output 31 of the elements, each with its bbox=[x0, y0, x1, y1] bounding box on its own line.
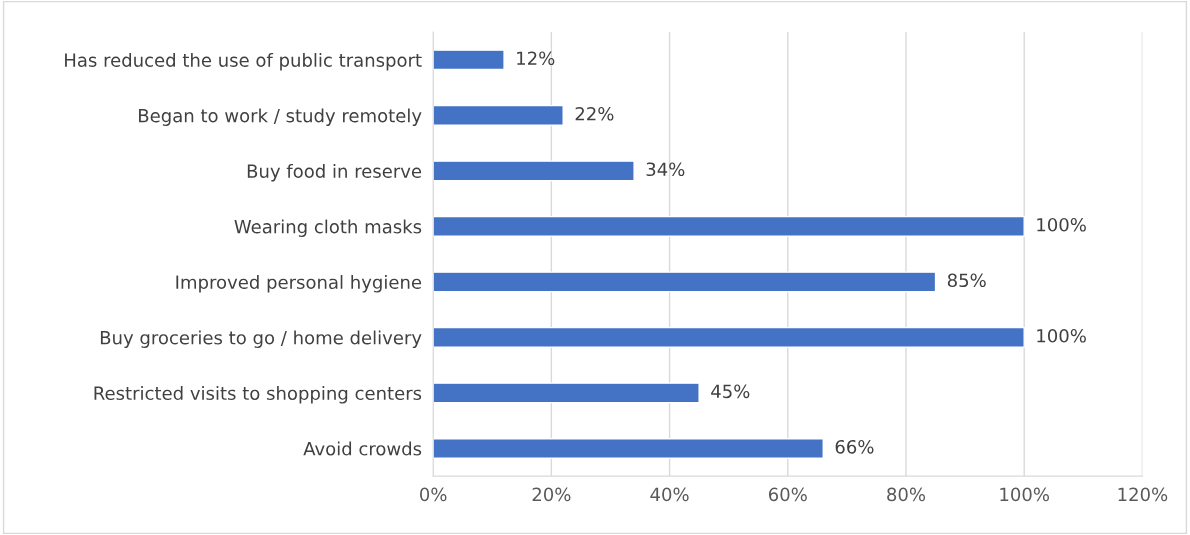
data-label: 100% bbox=[1037, 217, 1086, 232]
x-tick-label: 100% bbox=[1000, 487, 1050, 502]
y-tick-label: Began to work / study remotely bbox=[139, 108, 422, 126]
bar bbox=[433, 326, 1025, 348]
y-tick-label: Wearing cloth masks bbox=[234, 219, 422, 237]
y-tick-label: Buy groceries to go / home delivery bbox=[100, 330, 422, 348]
data-label: 34% bbox=[646, 162, 685, 177]
y-tick-label: Has reduced the use of public transport bbox=[65, 52, 422, 71]
bar bbox=[433, 437, 824, 459]
y-tick-label: Restricted visits to shopping centers bbox=[94, 386, 422, 404]
data-label: 12% bbox=[517, 51, 555, 66]
y-tick-label: Buy food in reserve bbox=[247, 164, 422, 182]
data-label: 100% bbox=[1037, 328, 1086, 343]
x-tick-label: 20% bbox=[532, 487, 571, 502]
data-label: 22% bbox=[575, 106, 614, 121]
data-label: 85% bbox=[947, 273, 986, 288]
y-tick-label: Improved personal hygiene bbox=[176, 275, 422, 293]
x-tick-label: 40% bbox=[650, 487, 689, 502]
x-tick-label: 0% bbox=[420, 487, 447, 502]
data-label: 66% bbox=[835, 439, 874, 454]
bar bbox=[433, 49, 505, 71]
bar bbox=[433, 382, 700, 404]
bar bbox=[433, 104, 564, 126]
bar bbox=[433, 160, 635, 182]
x-tick-label: 120% bbox=[1118, 487, 1168, 502]
bar bbox=[433, 215, 1025, 237]
y-tick-label: Avoid crowds bbox=[303, 441, 422, 456]
data-label: 45% bbox=[711, 384, 750, 399]
x-tick-label: 80% bbox=[887, 487, 926, 502]
bar bbox=[433, 271, 937, 293]
x-tick-label: 60% bbox=[768, 487, 807, 502]
